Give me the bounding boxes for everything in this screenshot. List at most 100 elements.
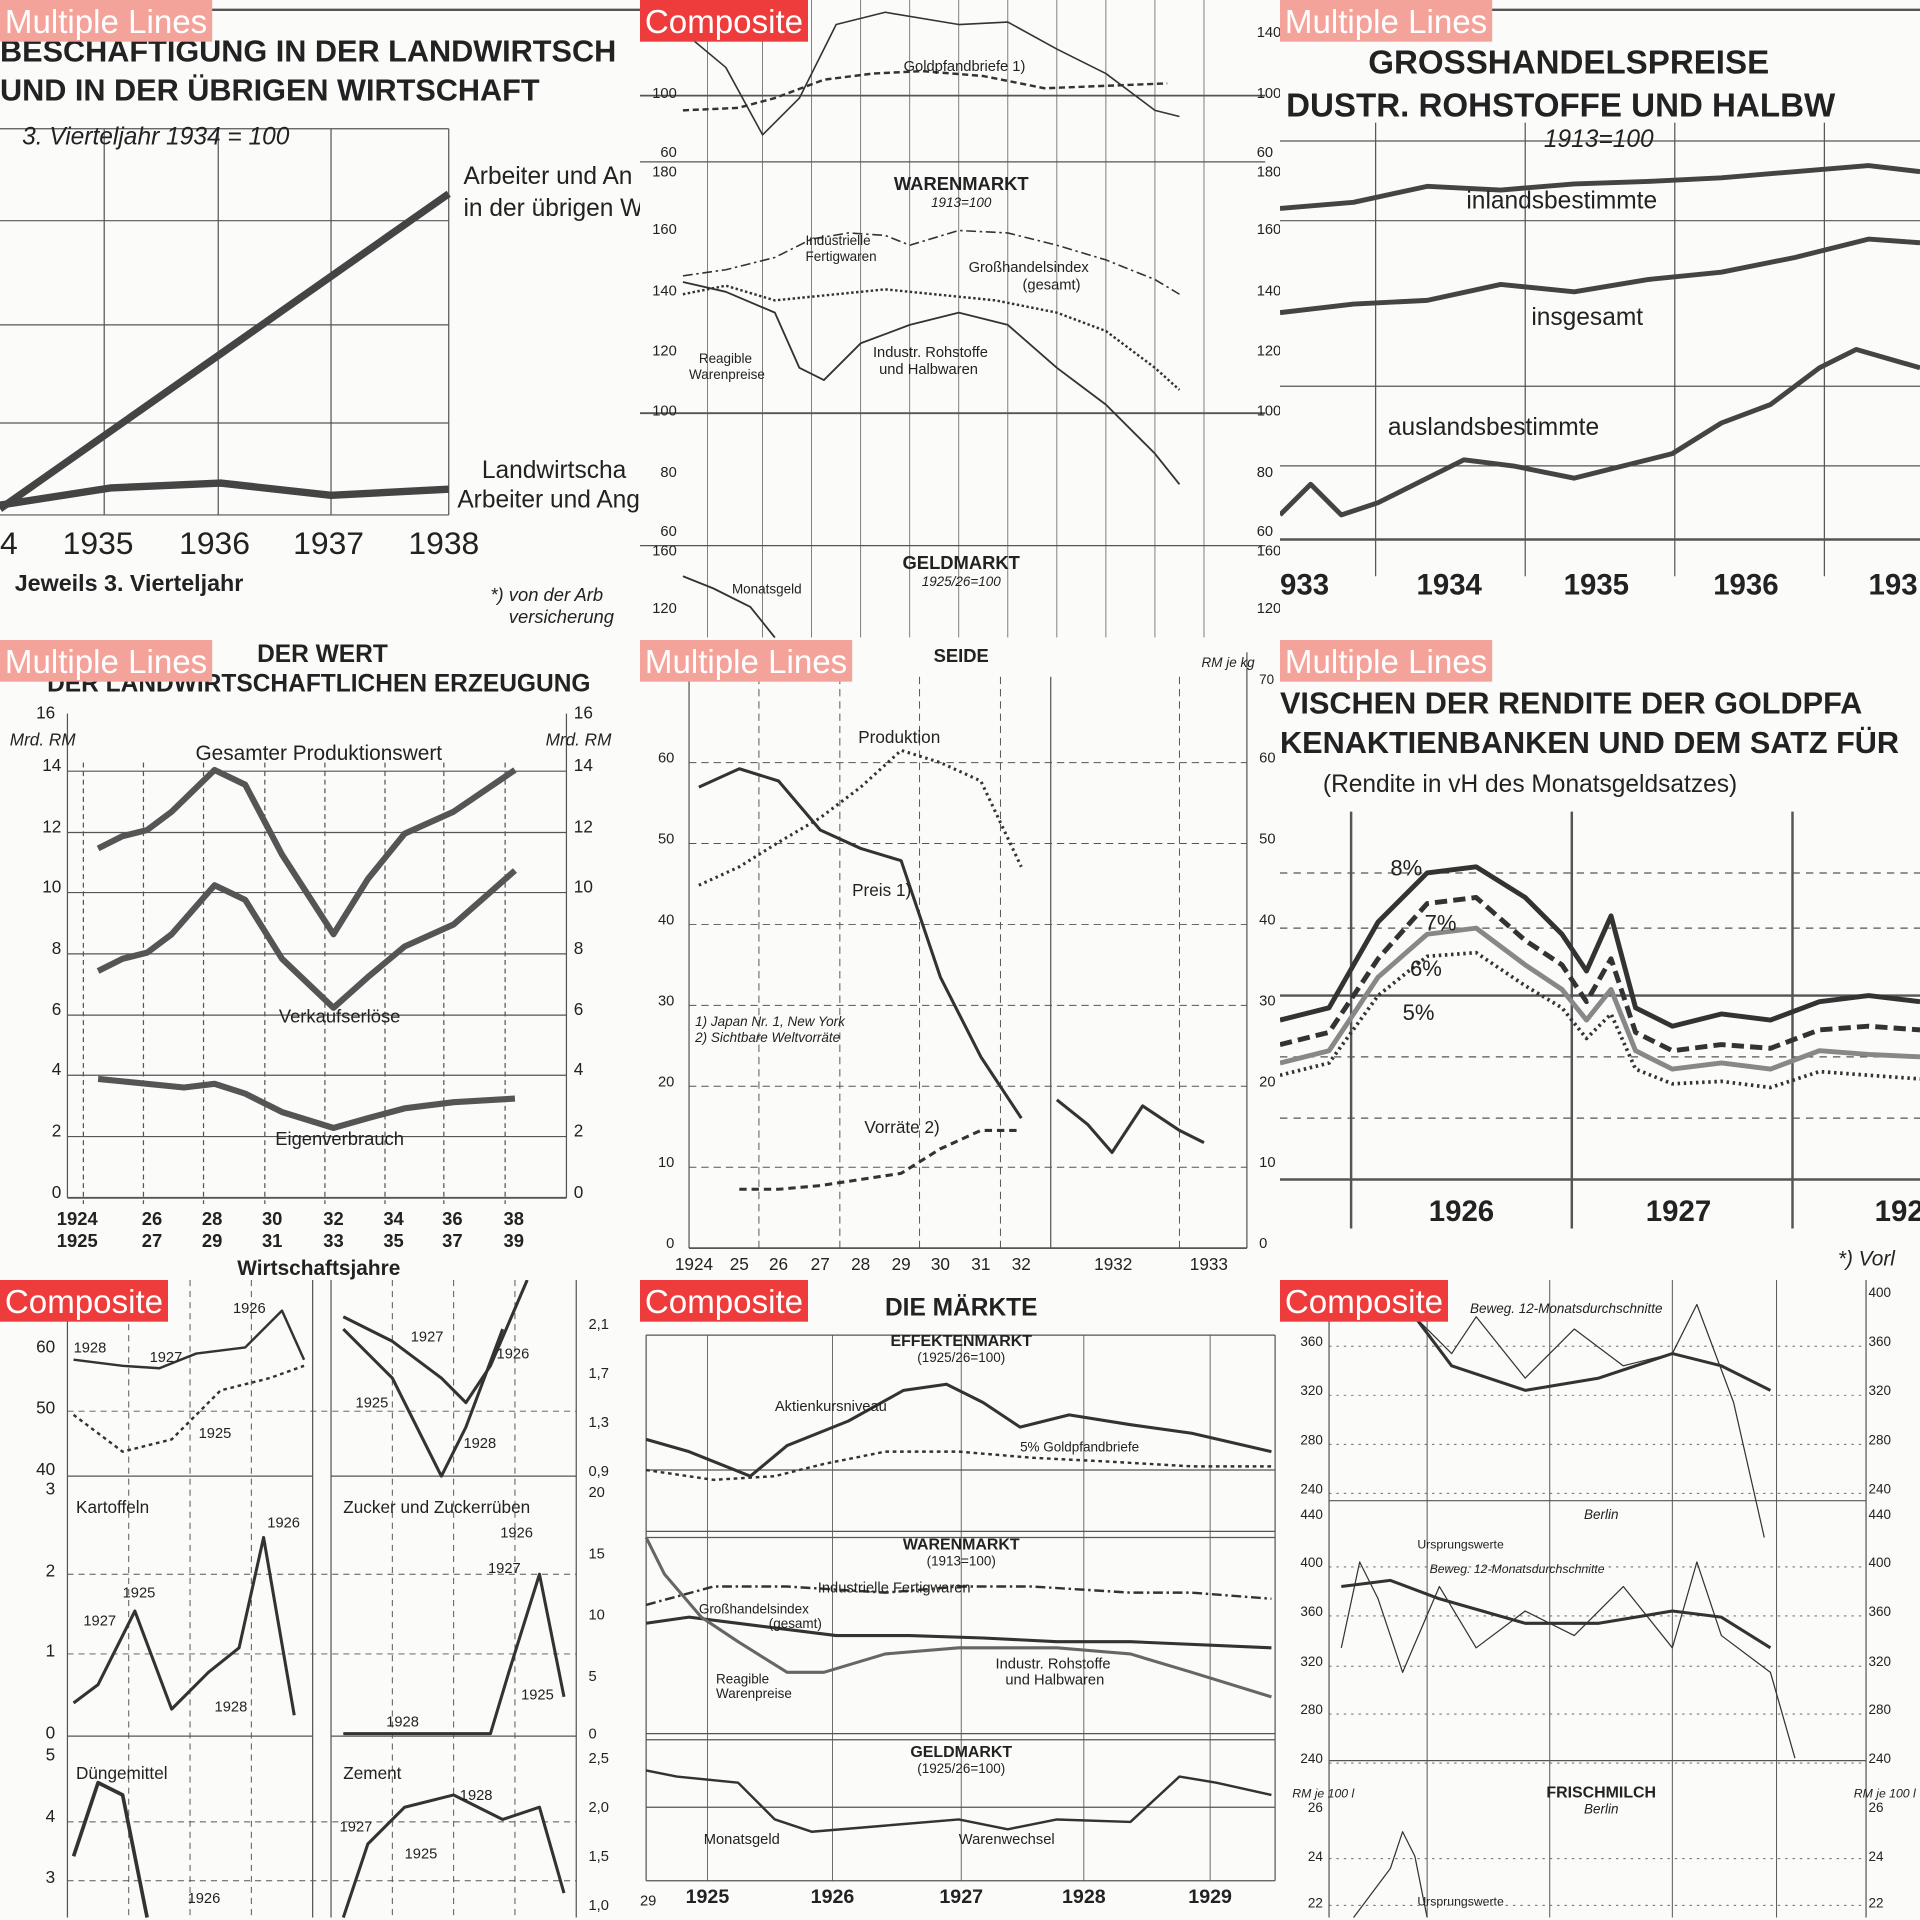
chart-text: 15 [589,1546,605,1562]
chart-text: 50 [658,832,674,848]
chart-text: 10 [574,877,593,897]
chart-text: 280 [1869,1702,1891,1717]
chart-text: UND IN DER ÜBRIGEN WIRTSCHAFT [0,73,540,108]
chart-text: (gesamt) [1023,277,1081,293]
chart-text: 1926 [1429,1195,1494,1228]
chart-text: EFFEKTENMARKT [890,1333,1032,1350]
chart-text: 1936 [1713,569,1778,602]
chart-text: Industr. Rohstoffe [873,345,988,361]
chart-text: Berlin [1584,1507,1618,1522]
curve [72,1364,305,1453]
chart-tile: SEIDE RM je kg 70 60 50 40 30 20 10 0 60 50 40 30 20 10… [640,640,1280,1280]
curve [1280,163,1920,211]
chart-text: 60 [1257,145,1273,161]
chart-text: 38 [503,1208,523,1229]
chart-text: 240 [1869,1751,1891,1766]
chart-text: 10 [589,1608,605,1624]
chart-text: 60 [658,751,674,767]
chart-text: 10 [1259,1155,1275,1171]
chart-text: 6 [574,999,584,1019]
chart-text: Gesamter Produktionswert [195,742,442,765]
chart-text: DUSTR. ROHSTOFFE UND HALBW [1286,87,1836,124]
curve [1402,1303,1765,1538]
curve [342,1327,505,1478]
chart-text: 160 [1257,543,1280,559]
chart-text: 31 [262,1230,282,1251]
curve [645,1769,1272,1833]
chart-text: 60 [660,524,676,540]
chart-text: 0,9 [589,1464,609,1480]
chart-text: 192 [1875,1195,1920,1228]
chart-text: 100 [652,86,677,102]
chart-text: insgesamt [1531,304,1643,331]
tag-background [1280,0,1493,42]
chart-text: 120 [1257,601,1280,617]
curve [1280,236,1920,316]
chart-text: 20 [1259,1074,1275,1090]
chart-text: 26 [769,1254,788,1274]
chart-text: 1935 [1564,569,1629,602]
chart-text: Jeweils 3. Vierteljahr [15,570,244,596]
chart-text: 1936 [179,525,250,561]
chart-text: 3 [46,1867,56,1887]
chart-text: 180 [652,165,677,181]
tag-background [640,1280,808,1322]
chart-text: 360 [1869,1604,1891,1619]
chart-text: auslandsbestimmte [1388,414,1599,441]
chart-text: 20 [658,1074,674,1090]
chart-text: 140 [1257,25,1280,41]
chart-text: 0 [574,1182,584,1202]
chart-text: 22 [1869,1896,1884,1911]
chart-text: 14 [42,755,62,775]
curve [1280,925,1920,1072]
chart-text: Ursprungswerte [1417,1538,1504,1552]
chart-text: 1926 [233,1301,266,1317]
chart-text: 8 [574,938,584,958]
chart-text: 100 [652,404,677,420]
chart-text: Produktion [858,727,940,747]
chart-text: 160 [1257,222,1280,238]
tag-label: Composite [5,1284,163,1321]
curve [71,1780,149,1918]
chart-text: 320 [1300,1654,1322,1669]
chart-text: Aktienkursniveau [775,1399,887,1415]
chart-text: 180 [1257,165,1280,181]
tag-background [640,640,853,682]
chart-text: 1) Japan Nr. 1, New York [695,1014,846,1029]
chart-text: Beweg. 12-Monatsdurchschnitte [1470,1301,1662,1316]
tile-image: VISCHEN DER RENDITE DER GOLDPFA KENAKTIEN… [1280,640,1920,1270]
chart-text: 320 [1300,1383,1322,1398]
chart-text: 25 [730,1254,749,1274]
chart-text: 140 [1257,283,1280,299]
chart-text: 31 [971,1254,990,1274]
chart-text: 1927 [1646,1195,1711,1228]
chart-text: Eigenverbrauch [275,1128,404,1149]
chart-text: Verkaufserlöse [279,1006,401,1027]
chart-text: 0 [52,1182,62,1202]
curve [73,1309,306,1370]
chart-text: Mrd. RM [10,729,76,749]
chart-text: GELDMARKT [903,552,1021,573]
chart-text: 10 [42,877,61,897]
tag-background [0,640,213,682]
chart-text: Monatsgeld [704,1832,780,1848]
chart-text: 1925 [405,1847,438,1863]
chart-text: 1924 [57,1208,99,1229]
chart-text: 22 [1308,1896,1323,1911]
chart-text: Preis 1) [852,880,911,900]
chart-text: 7% [1425,911,1457,936]
chart-text: Großhandelsindex [699,1601,809,1616]
chart-text: 8 [52,938,62,958]
chart-text: 6 [52,999,62,1019]
chart-text: 1913=100 [1544,126,1654,153]
curve [682,69,1168,112]
curve [97,1075,516,1132]
chart-text: 3. Vierteljahr 1934 = 100 [22,124,290,151]
chart-text: 240 [1300,1481,1322,1496]
chart-text: 1932 [1094,1254,1132,1274]
chart-text: Beweg. 12-Monatsdurchschnitte [1430,1562,1605,1576]
chart-text: 60 [660,145,676,161]
chart-text: 2) Sichtbare Weltvorräte [694,1030,840,1045]
tag-label: Multiple Lines [645,644,847,681]
tag-background [1280,640,1493,682]
